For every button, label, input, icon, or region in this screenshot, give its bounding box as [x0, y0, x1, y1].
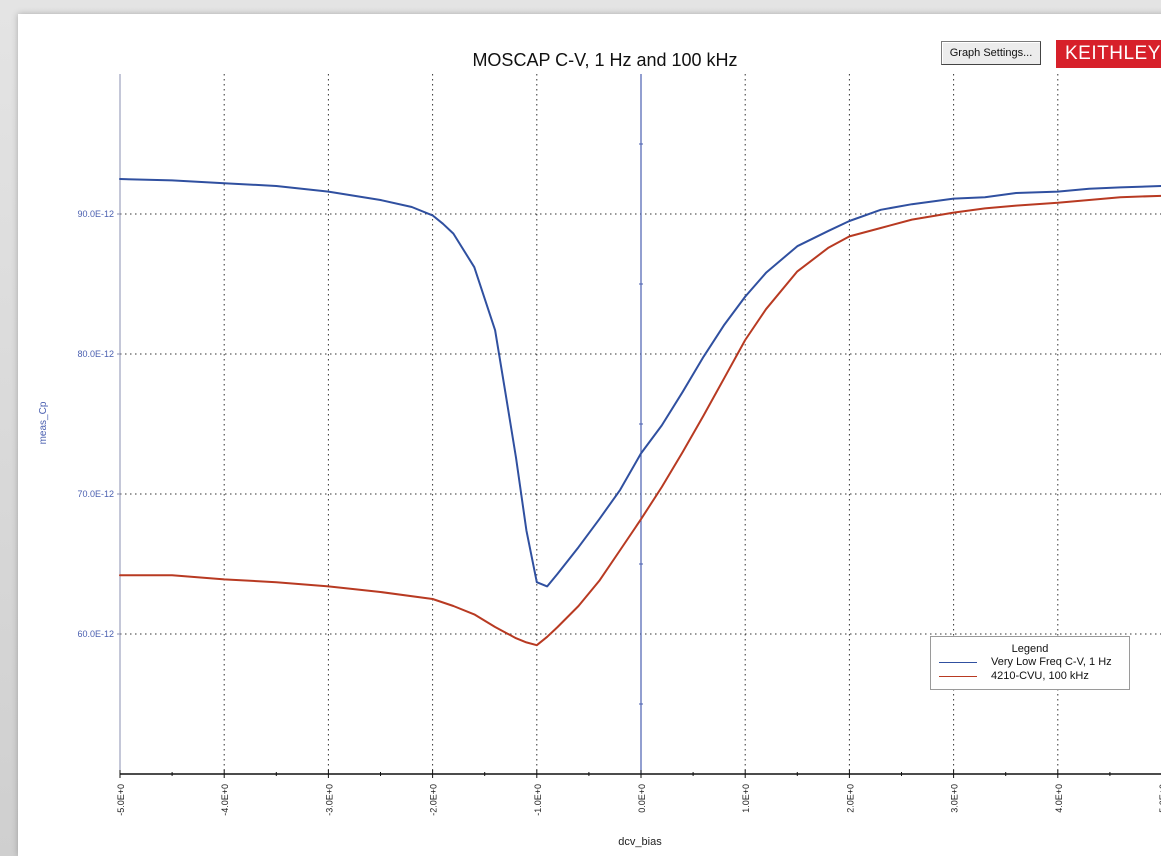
chart-title: MOSCAP C-V, 1 Hz and 100 kHz [472, 50, 738, 70]
legend-box: Legend Very Low Freq C-V, 1 Hz 4210-CVU,… [930, 636, 1130, 690]
x-tick-label-3: -2.0E+0 [429, 784, 439, 816]
x-tick-label-6: 1.0E+0 [741, 784, 751, 813]
legend-swatch-1hz [939, 662, 977, 663]
series-line-0 [119, 178, 1161, 588]
x-tick-label-1: -4.0E+0 [220, 784, 230, 816]
x-tick-label-2: -3.0E+0 [324, 784, 334, 816]
x-tick-label-9: 4.0E+0 [1054, 784, 1064, 813]
keithley-logo: KEITHLEY [1056, 40, 1161, 68]
y-axis-label: meas_Cp [38, 401, 49, 444]
legend-entry-100khz: 4210-CVU, 100 kHz [931, 670, 1129, 683]
series-line-1 [119, 194, 1161, 647]
x-tick-label-7: 2.0E+0 [845, 784, 855, 813]
x-tick-label-5: 0.0E+0 [637, 784, 647, 813]
y-tick-label-3: 90.0E-12 [77, 209, 114, 219]
legend-entry-1hz: Very Low Freq C-V, 1 Hz [931, 656, 1129, 669]
legend-label-100khz: 4210-CVU, 100 kHz [991, 670, 1089, 682]
y-tick-label-0: 60.0E-12 [77, 629, 114, 639]
legend-title: Legend [1011, 643, 1049, 655]
y-tick-label-1: 70.0E-12 [77, 489, 114, 499]
legend-label-1hz: Very Low Freq C-V, 1 Hz [991, 656, 1112, 668]
graph-settings-label: Graph Settings... [949, 47, 1033, 59]
x-axis-label: dcv_bias [618, 836, 662, 848]
plot-axes [117, 74, 1161, 778]
x-tick-label-0: -5.0E+0 [116, 784, 126, 816]
x-tick-label-8: 3.0E+0 [950, 784, 960, 813]
series-layer [119, 178, 1161, 647]
tick-labels: -5.0E+0 -4.0E+0 -3.0E+0 -2.0E+0 -1.0E+0 0.0E+… [77, 209, 1161, 816]
graph-settings-button[interactable]: Graph Settings... [941, 41, 1041, 65]
graph-panel [18, 14, 1161, 856]
legend-swatch-100khz [939, 676, 977, 677]
x-tick-label-4: -1.0E+0 [533, 784, 543, 816]
x-tick-label-10: 5.0E+0 [1158, 784, 1161, 813]
y-tick-label-2: 80.0E-12 [77, 349, 114, 359]
